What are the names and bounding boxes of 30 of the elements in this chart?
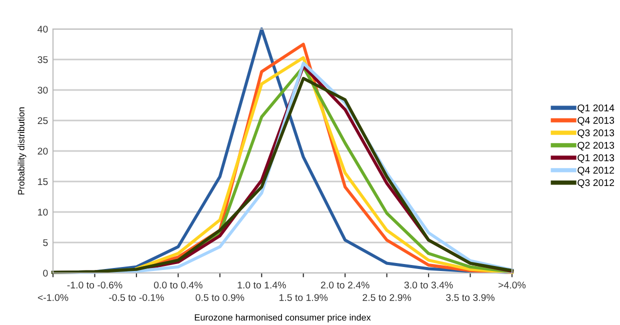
y-tick-label: 5 — [43, 239, 48, 246]
legend-label: Q3 2013 — [578, 129, 614, 138]
x-tick-label: <-1.0% — [38, 294, 68, 301]
x-tick-label: 2.5 to 2.9% — [362, 294, 412, 301]
y-tick-label: 30 — [38, 86, 48, 94]
legend-label: Q3 2012 — [578, 179, 614, 188]
y-axis-title: Probability distribution — [18, 107, 26, 194]
y-tick-label: 40 — [38, 26, 48, 33]
y-tick-label: 10 — [38, 208, 48, 216]
y-tick-label: 0 — [43, 270, 48, 277]
y-tick-label: 35 — [38, 56, 48, 64]
x-tick-label: -1.0 to -0.6% — [67, 282, 122, 288]
x-tick-label: 1.5 to 1.9% — [280, 294, 328, 301]
x-tick-label: -0.5 to -0.1% — [109, 294, 164, 301]
y-tick-label: 15 — [38, 178, 48, 186]
legend-label: Q4 2013 — [578, 116, 614, 126]
y-tick-label: 20 — [38, 148, 48, 155]
legend-label: Q1 2014 — [578, 104, 614, 114]
y-tick-label: 25 — [38, 117, 48, 124]
x-tick-label: >4.0% — [498, 282, 526, 288]
legend-label: Q4 2012 — [578, 166, 614, 176]
x-tick-label: 2.0 to 2.4% — [320, 282, 370, 288]
legend-label: Q2 2013 — [578, 142, 614, 150]
x-tick-label: 1.0 to 1.4% — [238, 282, 286, 288]
legend-label: Q1 2013 — [578, 154, 614, 163]
x-tick-label: 0.5 to 0.9% — [196, 294, 244, 301]
x-tick-label: 3.0 to 3.4% — [404, 282, 453, 288]
x-axis-title: Eurozone harmonised consumer price index — [194, 314, 371, 322]
x-tick-label: 3.5 to 3.9% — [446, 294, 495, 301]
x-tick-label: 0.0 to 0.4% — [154, 282, 202, 288]
